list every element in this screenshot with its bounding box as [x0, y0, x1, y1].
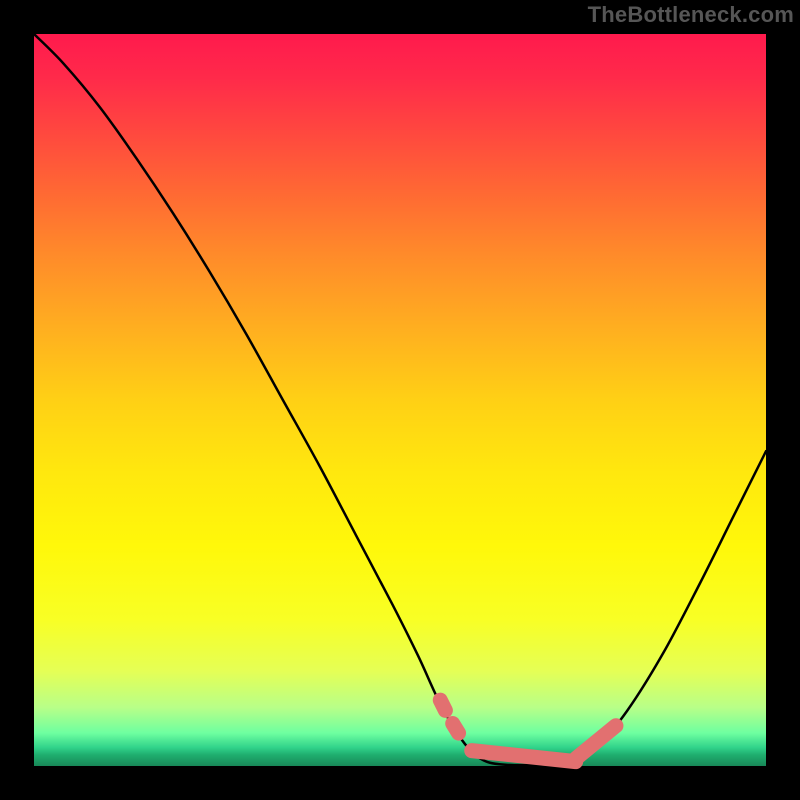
- highlight-segment: [440, 700, 445, 710]
- gradient-background: [34, 34, 766, 766]
- gradient-plot-svg: [0, 0, 800, 800]
- watermark-text: TheBottleneck.com: [588, 2, 794, 28]
- chart-stage: TheBottleneck.com: [0, 0, 800, 800]
- highlight-segment: [453, 724, 459, 734]
